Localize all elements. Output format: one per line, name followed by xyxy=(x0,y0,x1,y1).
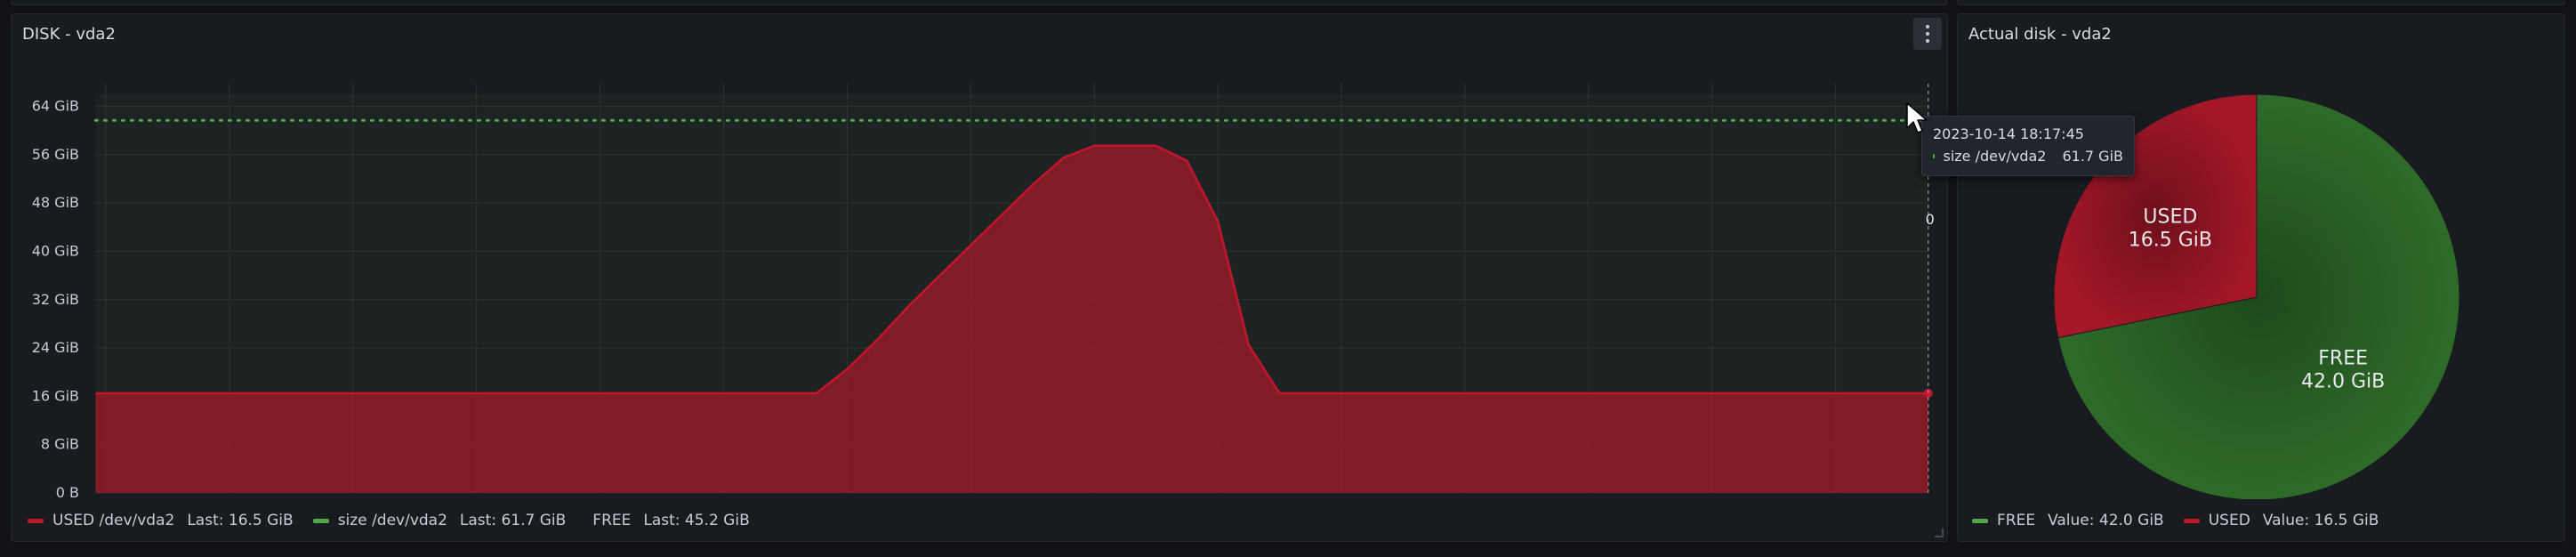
pie-slice-value: 42.0 GiB xyxy=(2301,370,2385,392)
legend-last-prefix: Last: xyxy=(187,512,229,529)
tooltip-row: size /dev/vda2 61.7 GiB xyxy=(1933,148,2123,165)
legend-item-free[interactable]: FREE Value: 42.0 GiB xyxy=(1972,512,2164,529)
pie-legend: FREE Value: 42.0 GiB USED Value: 16.5 Gi… xyxy=(1972,512,2398,529)
panel-title[interactable]: DISK - vda2 xyxy=(22,25,116,44)
tooltip-time: 2023-10-14 18:17:45 xyxy=(1933,125,2084,142)
legend-swatch xyxy=(1972,518,1988,523)
pie-slice-free xyxy=(2057,93,2460,499)
pie-slice-label: FREE xyxy=(2318,347,2368,369)
legend-last-prefix: Last: xyxy=(643,512,685,529)
y-tick-label: 16 GiB xyxy=(32,387,79,404)
chart-legend: USED /dev/vda2 Last: 16.5 GiB size /dev/… xyxy=(28,512,769,529)
legend-last-prefix: Last: xyxy=(459,512,502,529)
legend-item-size[interactable]: size /dev/vda2 Last: 61.7 GiB xyxy=(312,512,567,529)
legend-last-value: 61.7 GiB xyxy=(501,512,567,529)
pie-slice-label: USED xyxy=(2143,206,2197,229)
legend-slice-value: Value: 42.0 GiB xyxy=(2048,512,2164,529)
legend-last-value: 16.5 GiB xyxy=(228,512,294,529)
legend-item-used[interactable]: USED Value: 16.5 GiB xyxy=(2183,512,2379,529)
disk-timeseries-panel[interactable]: DISK - vda2 0 B 8 GiB 16 GiB 24 GiB 32 GiB 40… xyxy=(11,13,1948,542)
kebab-dot-icon xyxy=(1926,39,1929,43)
kebab-dot-icon xyxy=(1926,32,1929,36)
top-panels-strip xyxy=(0,0,2576,12)
legend-series-name: size /dev/vda2 xyxy=(337,512,447,529)
legend-slice-value: Value: 16.5 GiB xyxy=(2262,512,2379,529)
y-tick-label: 40 GiB xyxy=(32,242,79,259)
legend-swatch xyxy=(28,518,44,523)
legend-swatch xyxy=(2183,518,2200,523)
panel-above-left xyxy=(11,0,1948,5)
used-area xyxy=(95,145,1928,494)
y-tick-label: 32 GiB xyxy=(32,291,79,308)
tooltip-swatch xyxy=(1933,154,1935,158)
tooltip-series-name: size /dev/vda2 xyxy=(1943,148,2047,165)
y-tick-label: 0 B xyxy=(56,484,79,499)
chart-tooltip: 2023-10-14 18:17:45 size /dev/vda2 61.7 … xyxy=(1921,116,2135,176)
panel-title[interactable]: Actual disk - vda2 xyxy=(1968,25,2112,44)
tooltip-value: 61.7 GiB xyxy=(2062,148,2123,165)
legend-slice-name: USED xyxy=(2208,512,2250,529)
y-tick-label: 8 GiB xyxy=(41,436,79,453)
hover-label: 0 xyxy=(1926,211,1935,228)
legend-item-used[interactable]: USED /dev/vda2 Last: 16.5 GiB xyxy=(28,512,294,529)
y-tick-label: 24 GiB xyxy=(32,339,79,356)
legend-slice-name: FREE xyxy=(1997,512,2036,529)
pie-slice-value: 16.5 GiB xyxy=(2129,230,2212,252)
panel-menu-button[interactable] xyxy=(1913,18,1942,50)
y-tick-label: 56 GiB xyxy=(32,146,79,163)
legend-last-value: 45.2 GiB xyxy=(684,512,750,529)
mouse-cursor-icon xyxy=(1906,102,1928,133)
y-tick-label: 48 GiB xyxy=(32,194,79,211)
legend-item-free[interactable]: FREE Last: 45.2 GiB xyxy=(585,512,749,529)
y-tick-label: 64 GiB xyxy=(32,98,79,115)
panel-above-right xyxy=(1957,0,2565,5)
disk-usage-chart[interactable]: 0 B 8 GiB 16 GiB 24 GiB 32 GiB 40 GiB 48 GiB 56… xyxy=(12,14,1949,499)
kebab-dot-icon xyxy=(1926,25,1929,28)
used-hover-point xyxy=(1923,389,1933,398)
legend-series-name: USED /dev/vda2 xyxy=(52,512,175,529)
legend-swatch xyxy=(312,518,329,523)
used-line xyxy=(95,144,1928,395)
panel-resize-handle[interactable] xyxy=(1935,529,1944,537)
actual-disk-pie-panel[interactable]: Actual disk - vda2 FREE 42.0 GiB USED 16.5 … xyxy=(1957,13,2565,542)
legend-series-name: FREE xyxy=(592,512,632,529)
